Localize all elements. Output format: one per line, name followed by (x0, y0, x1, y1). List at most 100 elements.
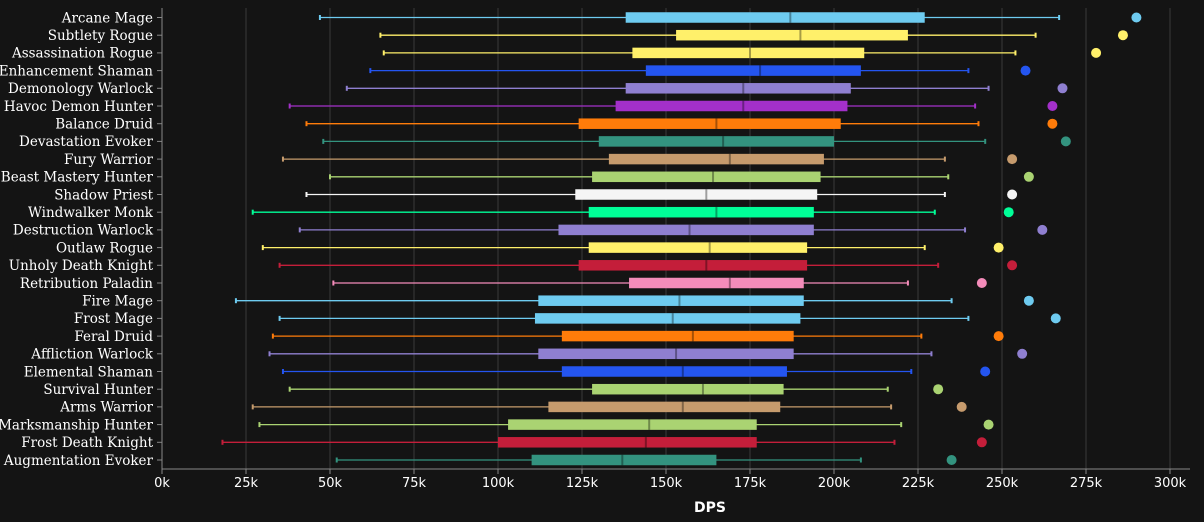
iqr-box (498, 437, 757, 448)
spec-label: Fire Mage (82, 294, 153, 310)
spec-label: Arcane Mage (61, 10, 153, 26)
x-tick-label: 250k (986, 476, 1019, 491)
spec-label: Balance Druid (55, 117, 153, 133)
box-series (221, 12, 1142, 466)
box-row (298, 224, 1048, 236)
iqr-box (531, 454, 717, 466)
top-percentile-dot (976, 278, 987, 288)
box-row (305, 118, 1058, 129)
axes (161, 8, 1190, 470)
x-tick-label: 150k (650, 476, 683, 491)
x-tick-label: 25k (234, 476, 259, 491)
top-percentile-dot (933, 384, 944, 395)
spec-label: Havoc Demon Hunter (4, 99, 154, 115)
box-row (322, 136, 1071, 147)
spec-label: Windwalker Monk (28, 205, 154, 221)
top-percentile-dot (993, 242, 1004, 253)
spec-label: Demonology Warlock (8, 81, 154, 97)
iqr-box (578, 118, 841, 129)
top-percentile-dot (1050, 313, 1061, 324)
top-percentile-dot (993, 331, 1004, 342)
spec-label: Outlaw Rogue (56, 240, 153, 256)
iqr-box (615, 100, 848, 112)
top-percentile-dot (1117, 30, 1128, 41)
box-row (332, 277, 987, 289)
iqr-box (508, 419, 757, 430)
spec-label: Feral Druid (74, 329, 153, 345)
spec-label: Augmentation Evoker (3, 453, 154, 469)
spec-label: Marksmanship Hunter (0, 417, 154, 433)
top-percentile-dot (1007, 154, 1018, 165)
top-percentile-dot (1037, 224, 1048, 235)
spec-label: Destruction Warlock (13, 223, 154, 239)
iqr-box (629, 277, 804, 289)
iqr-box (592, 383, 784, 395)
box-row (335, 454, 957, 466)
vertical-gridlines (245, 8, 1171, 469)
iqr-box (588, 206, 814, 218)
spec-label: Retribution Paladin (20, 276, 153, 292)
top-percentile-dot (1047, 101, 1058, 111)
x-tick-label: 300k (1154, 476, 1187, 491)
x-tick-label: 75k (402, 476, 427, 491)
top-percentile-dot (983, 419, 994, 430)
x-tick-label: 50k (318, 476, 343, 491)
x-tick-label: 175k (734, 476, 767, 491)
spec-label: Subtlety Rogue (48, 28, 153, 44)
top-percentile-dot (1007, 189, 1018, 200)
box-row (278, 260, 1018, 271)
iqr-box (561, 330, 794, 342)
top-percentile-dot (1057, 83, 1068, 94)
top-percentile-dot (1007, 260, 1018, 271)
spec-label: Survival Hunter (43, 382, 153, 398)
spec-label: Beast Mastery Hunter (1, 170, 154, 186)
box-row (268, 348, 1028, 360)
top-percentile-dot (956, 401, 967, 412)
box-row (281, 366, 991, 377)
top-percentile-dot (1047, 118, 1058, 129)
box-row (281, 153, 1018, 165)
spec-label: Unholy Death Knight (9, 258, 154, 274)
box-row (345, 83, 1068, 94)
x-tick-label: 275k (1070, 476, 1103, 491)
top-percentile-dot (976, 437, 987, 448)
spec-labels: Arcane Mage Subtlety Rogue Assassination R… (0, 10, 162, 469)
spec-label: Affliction Warlock (30, 347, 154, 363)
x-tick-label: 225k (902, 476, 935, 491)
top-percentile-dot (1131, 12, 1142, 23)
iqr-box (548, 401, 781, 413)
iqr-box (534, 313, 801, 324)
iqr-box (608, 153, 824, 165)
box-row (329, 171, 1034, 183)
x-tick-label: 100k (482, 476, 515, 491)
box-row (234, 295, 1034, 306)
iqr-box (676, 29, 908, 41)
box-row (305, 189, 1018, 200)
top-percentile-dot (980, 366, 991, 377)
iqr-box (592, 171, 821, 183)
spec-label: Assassination Rogue (11, 46, 153, 62)
box-row (258, 419, 994, 430)
spec-label: Elemental Shaman (24, 364, 154, 380)
x-tick-labels: 0k 25k 50k 75k 100k 125k 150k 175k 200k 225k 250k 2… (154, 469, 1187, 491)
iqr-box (561, 366, 787, 377)
x-axis-title: DPS (694, 500, 726, 516)
spec-label: Enhancement Shaman (0, 63, 153, 79)
box-row (251, 401, 967, 413)
top-percentile-dot (1023, 171, 1034, 182)
box-row (251, 206, 1014, 218)
box-row (318, 12, 1142, 23)
iqr-box (575, 189, 818, 200)
top-percentile-dot (1023, 295, 1034, 306)
box-row (382, 47, 1102, 59)
box-row (288, 383, 944, 395)
box-row (288, 100, 1058, 112)
top-percentile-dot (1091, 47, 1102, 58)
top-percentile-dot (1017, 348, 1028, 359)
top-percentile-dot (1003, 207, 1014, 218)
spec-label: Shadow Priest (54, 187, 153, 203)
iqr-box (645, 65, 861, 76)
top-percentile-dot (1020, 65, 1031, 76)
box-row (278, 313, 1061, 324)
box-row (221, 437, 987, 448)
